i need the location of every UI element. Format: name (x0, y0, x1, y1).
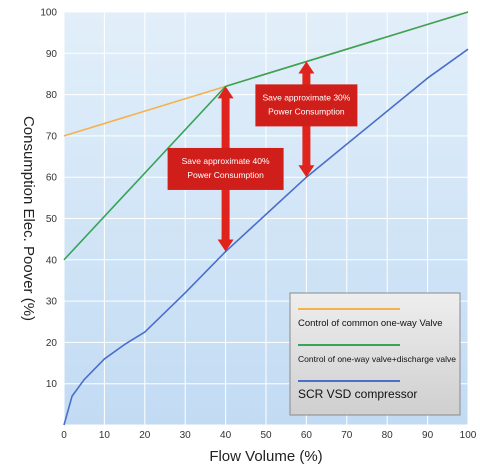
y-tick-label: 70 (46, 131, 58, 142)
x-tick-label: 50 (260, 430, 272, 441)
annotation-text: Save approximate 40% (182, 156, 270, 166)
x-tick-label: 80 (382, 430, 394, 441)
legend: Control of common one-way Valve Control o… (289, 292, 461, 416)
y-tick-label: 10 (46, 379, 58, 390)
annotation-text: Power Consumption (268, 106, 345, 116)
axis-ticks: 0 10 20 30 40 50 60 70 80 90 100 10 20 30 40 50 60 70 80 90… (40, 8, 476, 442)
y-tick-label: 80 (46, 90, 58, 101)
annotation-text: Power Consumption (187, 170, 264, 180)
x-tick-label: 100 (460, 430, 477, 441)
x-tick-label: 10 (99, 430, 111, 441)
x-tick-label: 90 (422, 430, 434, 441)
x-tick-label: 40 (220, 430, 232, 441)
legend-label: Control of common one-way Valve (298, 318, 443, 329)
x-axis-label: Flow Volume (%) (209, 448, 322, 465)
x-tick-label: 0 (61, 430, 67, 441)
legend-label: Control of one-way valve+discharge valve (298, 354, 456, 364)
annotation-text: Save approximate 30% (262, 92, 350, 102)
x-tick-label: 60 (301, 430, 313, 441)
y-tick-label: 100 (40, 8, 57, 19)
annotation-box (167, 147, 284, 190)
y-tick-label: 90 (46, 49, 58, 60)
y-tick-label: 30 (46, 297, 58, 308)
gridlines (63, 11, 469, 426)
y-axis-label: Consumption Elec. Poover (%) (20, 116, 37, 321)
y-tick-label: 50 (46, 214, 58, 225)
y-tick-label: 60 (46, 173, 58, 184)
legend-box (289, 292, 461, 416)
x-tick-label: 30 (180, 430, 192, 441)
y-tick-label: 40 (46, 255, 58, 266)
annotation-box (255, 84, 358, 127)
series-line-3 (63, 48, 469, 426)
legend-label: SCR VSD compressor (298, 387, 417, 401)
x-tick-label: 20 (139, 430, 151, 441)
x-tick-label: 70 (341, 430, 353, 441)
y-tick-label: 20 (46, 338, 58, 349)
annotations: Save approximate 40% Power Consumption Sav… (167, 61, 358, 252)
